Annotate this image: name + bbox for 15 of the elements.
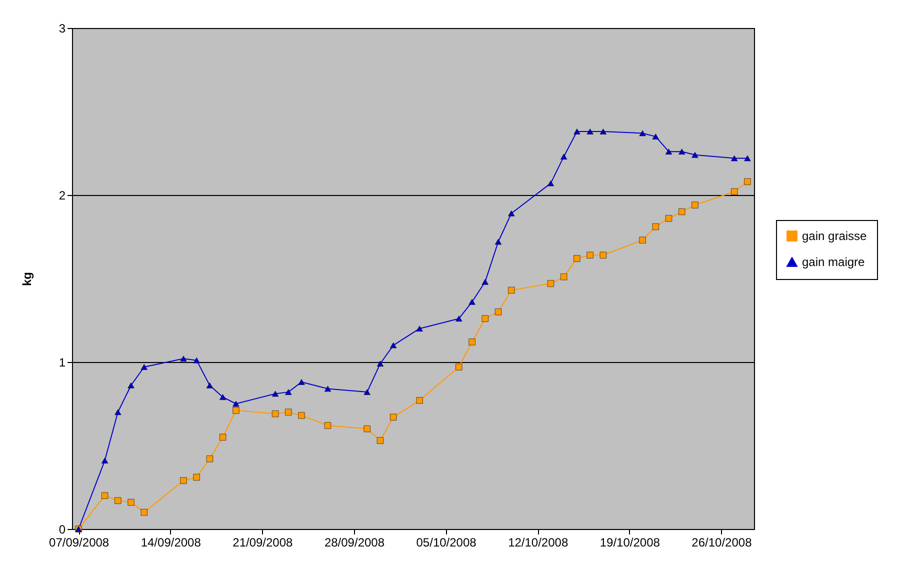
x-tick-label: 12/10/2008 (508, 536, 568, 550)
x-tick-label: 19/10/2008 (600, 536, 660, 550)
y-axis-title: kg (20, 272, 34, 286)
legend-label: gain maigre (802, 255, 866, 269)
legend-label: gain graisse (802, 229, 868, 243)
x-tick-label: 05/10/2008 (416, 536, 477, 550)
x-tick-label: 14/09/2008 (140, 536, 202, 550)
y-tick-label: 3 (58, 22, 66, 36)
x-tick-label: 28/09/2008 (324, 536, 385, 550)
x-tick-label: 07/09/2008 (49, 536, 110, 550)
y-tick-label: 1 (58, 356, 66, 370)
x-tick-label: 21/09/2008 (232, 536, 294, 550)
x-tick-label: 26/10/2008 (692, 536, 752, 550)
y-tick-label: 0 (58, 522, 66, 536)
y-tick-label: 2 (58, 188, 66, 202)
